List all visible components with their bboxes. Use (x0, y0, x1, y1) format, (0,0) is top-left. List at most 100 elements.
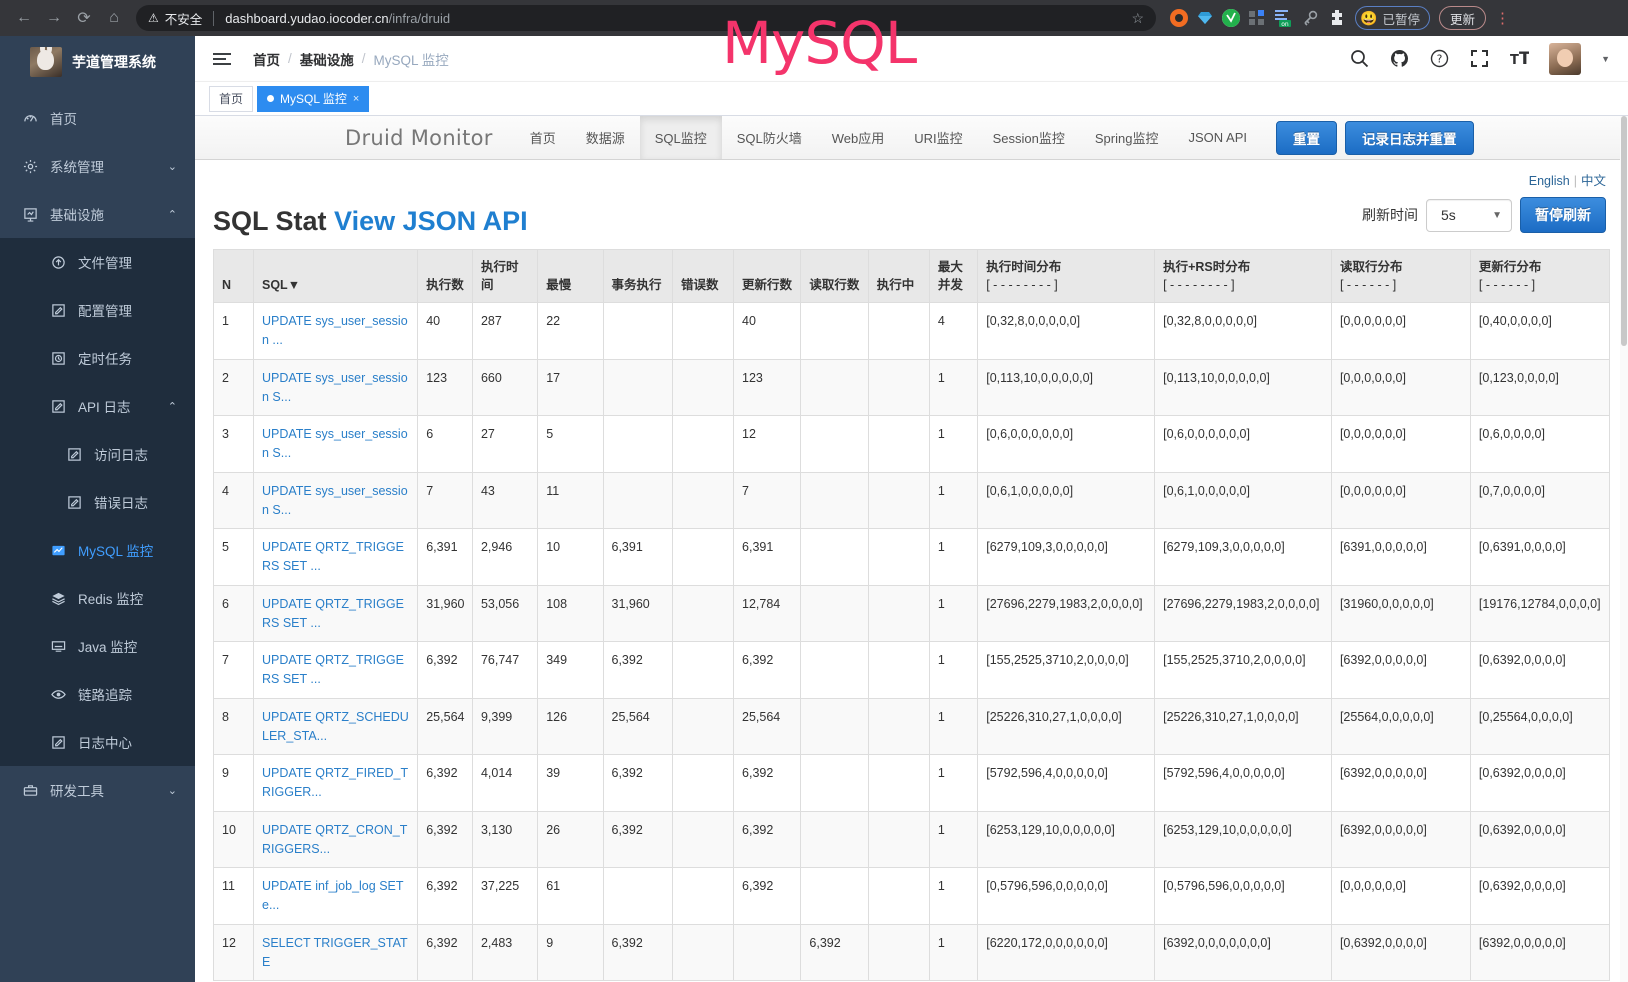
table-header-row: N SQL▼ 执行数 执行时间 最慢 事务执行 错误数 更新行数 读取行数 执行中 最大并发 执行时间… (213, 248, 1611, 304)
content-scrollbar[interactable] (1620, 116, 1628, 982)
pause-refresh-button[interactable]: 暂停刷新 (1520, 197, 1606, 233)
back-arrow-icon[interactable]: ← (16, 9, 32, 26)
tab-0[interactable]: 首页 (209, 85, 254, 112)
sidebar-item-5[interactable]: 定时任务 (0, 334, 195, 382)
log-and-reset-button[interactable]: 记录日志并重置 (1345, 120, 1474, 155)
sidebar-item-9[interactable]: MySQL 监控 (0, 526, 195, 574)
update-button[interactable]: 更新 (1438, 6, 1486, 30)
lang-english-link[interactable]: English (1528, 174, 1570, 188)
sidebar-item-13[interactable]: 日志中心 (0, 718, 195, 766)
sidebar-item-1[interactable]: 系统管理 ⌄ (0, 142, 195, 190)
druid-nav-0[interactable]: 首页 (515, 116, 571, 159)
sidebar-item-11[interactable]: Java 监控 (0, 622, 195, 670)
sql-link[interactable]: UPDATE QRTZ_FIRED_TRIGGER... (262, 766, 409, 799)
cell-read_dist: [31960,0,0,0,0,0] (1330, 584, 1471, 643)
sql-link[interactable]: UPDATE QRTZ_TRIGGERS SET ... (262, 596, 404, 630)
orange-circle-icon[interactable] (1170, 9, 1188, 27)
view-json-api-link[interactable]: View JSON API (334, 206, 528, 236)
sidebar-item-2[interactable]: 基础设施 ⌃ (0, 190, 195, 238)
breadcrumb-item-infra[interactable]: 基础设施 (299, 52, 354, 68)
diamond-icon[interactable] (1197, 10, 1213, 26)
breadcrumb-item-home[interactable]: 首页 (253, 52, 280, 68)
grid-icon[interactable] (1249, 9, 1266, 27)
breadcrumb-item-current: MySQL 监控 (373, 52, 449, 68)
green-check-icon[interactable] (1222, 9, 1240, 27)
col-header-sql[interactable]: SQL▼ (252, 248, 419, 304)
reset-button[interactable]: 重置 (1276, 120, 1338, 155)
sidebar-item-3[interactable]: 文件管理 (0, 238, 195, 286)
sidebar-item-12[interactable]: 链路追踪 (0, 670, 195, 718)
col-header-max_conc[interactable]: 最大并发 (928, 248, 979, 304)
sidebar-item-7[interactable]: 访问日志 (0, 430, 195, 478)
search-icon[interactable] (1349, 49, 1369, 69)
sql-link[interactable]: UPDATE QRTZ_TRIGGERS SET ... (262, 540, 404, 573)
col-header-exec_dist[interactable]: 执行时间分布 [ - - - - - - - - ] (977, 248, 1156, 304)
table-row: 11 UPDATE inf_job_log SET e... 6,392 37,225… (213, 867, 1611, 925)
reload-icon[interactable]: ⟳ (77, 10, 91, 27)
col-header-exec_time[interactable]: 执行时间 (471, 248, 539, 304)
sql-link[interactable]: UPDATE sys_user_session S... (262, 427, 408, 460)
druid-nav-6[interactable]: Session监控 (978, 116, 1080, 159)
druid-nav-5[interactable]: URI监控 (899, 116, 977, 159)
sql-link[interactable]: UPDATE sys_user_session S... (262, 370, 408, 404)
avatar[interactable] (1549, 42, 1582, 75)
druid-nav-8[interactable]: JSON API (1173, 116, 1262, 159)
sql-link[interactable]: UPDATE inf_job_log SET e... (262, 879, 404, 912)
help-circle-icon[interactable]: ? (1429, 49, 1449, 69)
col-header-exec_count[interactable]: 执行数 (417, 248, 473, 304)
kebab-menu-icon[interactable]: ⋮ (1494, 10, 1510, 27)
druid-nav-2[interactable]: SQL监控 (639, 116, 722, 159)
cell-exec_count: 6,392 (417, 754, 473, 812)
col-header-err_count[interactable]: 错误数 (671, 248, 735, 304)
sql-link[interactable]: UPDATE QRTZ_SCHEDULER_STA... (262, 709, 409, 743)
col-header-slowest[interactable]: 最慢 (537, 248, 604, 304)
druid-nav-1[interactable]: 数据源 (571, 116, 640, 159)
paused-status-button[interactable]: 😃 已暂停 (1355, 6, 1430, 30)
key-icon[interactable] (1302, 10, 1319, 27)
refresh-interval-select[interactable]: 5s ▼ (1426, 198, 1512, 232)
col-header-running[interactable]: 执行中 (867, 248, 930, 304)
col-header-n[interactable]: N (213, 248, 254, 304)
druid-nav-7[interactable]: Spring监控 (1080, 116, 1174, 159)
druid-nav-4[interactable]: Web应用 (817, 116, 900, 159)
sidebar-item-6[interactable]: API 日志 ⌃ (0, 382, 195, 430)
col-header-exec_rs_dist[interactable]: 执行+RS时分布 [ - - - - - - - - ] (1154, 248, 1332, 304)
home-icon[interactable]: ⌂ (109, 9, 119, 26)
sql-link[interactable]: UPDATE sys_user_session S... (262, 483, 408, 517)
col-header-read_dist[interactable]: 读取行分布 [ - - - - - - ] (1330, 248, 1471, 304)
puzzle-icon[interactable] (1328, 9, 1346, 27)
cell-slowest: 61 (537, 867, 604, 925)
hamburger-icon[interactable] (213, 52, 231, 65)
sql-link[interactable]: UPDATE sys_user_session ... (262, 314, 408, 347)
list-on-icon[interactable]: on (1275, 9, 1293, 27)
cell-exec_dist: [155,2525,3710,2,0,0,0,0] (977, 641, 1156, 699)
lang-chinese-link[interactable]: 中文 (1580, 174, 1606, 188)
sidebar-item-14[interactable]: 研发工具 ⌄ (0, 766, 195, 814)
gear-icon (22, 158, 38, 174)
tab-1[interactable]: MySQL 监控 × (257, 85, 370, 112)
github-icon[interactable] (1389, 49, 1409, 69)
col-header-tx_exec[interactable]: 事务执行 (602, 248, 673, 304)
druid-nav-3[interactable]: SQL防火墙 (722, 116, 817, 159)
sql-link[interactable]: SELECT TRIGGER_STATE (262, 935, 408, 969)
sidebar-item-8[interactable]: 错误日志 (0, 478, 195, 526)
star-icon[interactable]: ☆ (1131, 9, 1144, 26)
cell-exec_rs_dist: [0,32,8,0,0,0,0,0] (1154, 302, 1332, 360)
close-icon[interactable]: × (352, 92, 360, 105)
col-header-update_dist[interactable]: 更新行分布 [ - - - - - - ] (1469, 248, 1611, 304)
chevron-down-icon[interactable]: ▼ (1601, 53, 1610, 64)
forward-arrow-icon[interactable]: → (46, 9, 62, 26)
cell-read_dist: [0,0,0,0,0,0] (1330, 471, 1471, 530)
col-header-update_rows[interactable]: 更新行数 (733, 248, 802, 304)
sidebar-item-4[interactable]: 配置管理 (0, 286, 195, 334)
sidebar-item-0[interactable]: 首页 (0, 94, 195, 142)
cell-running (867, 923, 930, 982)
sql-link[interactable]: UPDATE QRTZ_TRIGGERS SET ... (262, 653, 404, 686)
col-header-read_rows[interactable]: 读取行数 (800, 248, 869, 304)
sql-link[interactable]: UPDATE QRTZ_CRON_TRIGGERS... (262, 822, 408, 856)
sidebar-logo[interactable]: 芋道管理系统 (0, 36, 195, 88)
fullscreen-icon[interactable] (1469, 49, 1489, 69)
sidebar-item-10[interactable]: Redis 监控 (0, 574, 195, 622)
address-bar[interactable]: ⚠ 不安全 dashboard.yudao.iocoder.cn/infra/d… (136, 5, 1156, 31)
